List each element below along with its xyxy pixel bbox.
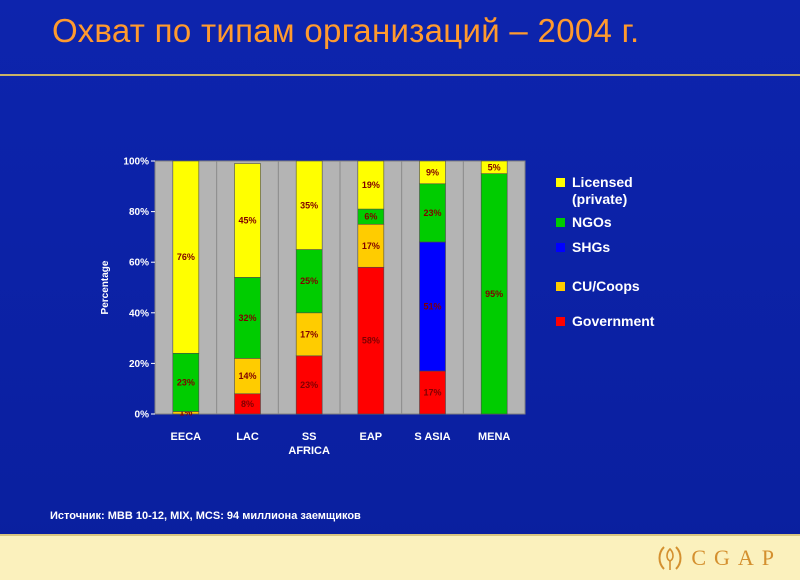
bar-segment xyxy=(357,160,385,210)
legend-label: CU/Coops xyxy=(572,278,640,294)
bar-segment xyxy=(295,249,323,314)
footer-band: CGAP xyxy=(0,534,800,580)
legend-label: Government xyxy=(572,313,655,329)
bar-data-label: 5% xyxy=(488,162,501,172)
cgap-logo: CGAP xyxy=(655,542,782,574)
bar-data-label: 17% xyxy=(300,329,318,339)
bar-data-label: 23% xyxy=(177,377,195,387)
source-note: Источник: MBB 10-12, MIX, MCS: 94 миллио… xyxy=(50,510,361,522)
bar-segment xyxy=(295,355,323,415)
bar-data-label: 17% xyxy=(423,387,441,397)
bar-data-label: 8% xyxy=(241,399,254,409)
legend-label: NGOs xyxy=(572,214,612,230)
bar-data-label: 6% xyxy=(364,212,377,222)
x-tick-label: SS xyxy=(302,431,317,443)
bar-segment xyxy=(480,160,508,174)
y-tick-label: 0% xyxy=(135,410,150,421)
bar-data-label: 9% xyxy=(426,167,439,177)
legend-swatch xyxy=(556,317,565,326)
bar-data-label: 17% xyxy=(362,241,380,251)
y-tick-label: 80% xyxy=(129,207,149,218)
x-tick-label: LAC xyxy=(236,431,259,443)
y-tick-label: 20% xyxy=(129,359,149,370)
legend-entry: Licensed (private) xyxy=(556,174,696,208)
cgap-emblem-icon xyxy=(658,546,682,570)
x-tick-label: EECA xyxy=(171,431,202,443)
bar-segment xyxy=(295,160,323,250)
stacked-bar-chart: 0% 20% 40% 60% 80% 100% Percentage 1% 23% 76% EECA… xyxy=(100,157,526,457)
y-axis-label: Percentage xyxy=(100,260,111,314)
bar-data-label: 1% xyxy=(179,408,192,418)
bar-segment xyxy=(234,358,261,395)
bar-segment xyxy=(234,163,261,278)
title-divider xyxy=(0,74,800,76)
bar-data-label: 95% xyxy=(485,289,503,299)
bar-segment xyxy=(172,160,200,354)
bar-data-label: 23% xyxy=(423,208,441,218)
legend-entry: NGOs xyxy=(556,214,696,231)
y-tick-label: 60% xyxy=(129,258,149,269)
bar-data-label: 51% xyxy=(423,301,441,311)
chart-legend: Licensed (private) NGOs SHGs CU/Coops Governm… xyxy=(556,174,696,330)
bar-data-label: 23% xyxy=(300,380,318,390)
legend-entry: SHGs xyxy=(556,239,696,256)
bar-data-label: 14% xyxy=(238,371,256,381)
bar-segment xyxy=(357,223,385,268)
cgap-logo-text: CGAP xyxy=(691,545,782,570)
legend-label: Licensed xyxy=(572,174,633,190)
bar-segment xyxy=(419,370,446,415)
bar-segment xyxy=(480,173,508,415)
legend-entry: Government xyxy=(556,313,696,330)
bar-segment xyxy=(172,352,200,412)
slide-title: Охват по типам организаций – 2004 г. xyxy=(52,12,640,49)
bar-segment xyxy=(357,266,385,415)
legend-swatch xyxy=(556,243,565,252)
bar-data-label: 76% xyxy=(177,252,195,262)
bar-segment xyxy=(419,183,446,243)
x-tick-label: MENA xyxy=(478,431,510,443)
bar-data-label: 45% xyxy=(238,215,256,225)
bar-data-label: 32% xyxy=(238,313,256,323)
bar-segment xyxy=(419,160,446,185)
legend-entry: CU/Coops xyxy=(556,278,696,295)
y-tick-label: 40% xyxy=(129,308,149,319)
x-tick-label: EAP xyxy=(360,431,383,443)
bar-segment xyxy=(295,312,323,357)
bar-data-label: 58% xyxy=(362,336,380,346)
bar-segment xyxy=(419,241,446,372)
bar-data-label: 25% xyxy=(300,276,318,286)
bar-data-label: 35% xyxy=(300,200,318,210)
legend-swatch xyxy=(556,218,565,227)
x-tick-label: AFRICA xyxy=(288,445,330,457)
y-tick-label: 100% xyxy=(123,157,149,168)
legend-swatch xyxy=(556,282,565,291)
legend-label: SHGs xyxy=(572,239,611,255)
bar-data-label: 19% xyxy=(362,180,380,190)
bar-segment xyxy=(234,277,261,359)
x-tick-label: S ASIA xyxy=(414,431,450,443)
legend-swatch xyxy=(556,178,565,187)
legend-label: (private) xyxy=(572,191,628,207)
